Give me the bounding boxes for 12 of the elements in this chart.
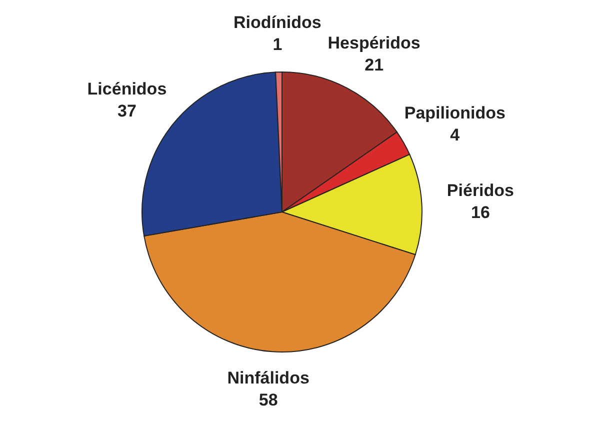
data-label: 4: [450, 125, 460, 144]
slice-label: Riodínidos: [234, 13, 322, 32]
data-label: 58: [258, 390, 278, 410]
data-label: 37: [118, 102, 136, 121]
data-label: 16: [471, 202, 490, 222]
slice-label: Hespéridos: [328, 33, 420, 52]
slice-label: Papilionidos: [404, 103, 506, 122]
slice-label: Piéridos: [446, 180, 514, 200]
slice-label: Ninfálidos: [227, 368, 310, 388]
data-label: 1: [272, 35, 282, 54]
data-label: 21: [364, 55, 384, 74]
slice-label: Licénidos: [87, 80, 167, 99]
